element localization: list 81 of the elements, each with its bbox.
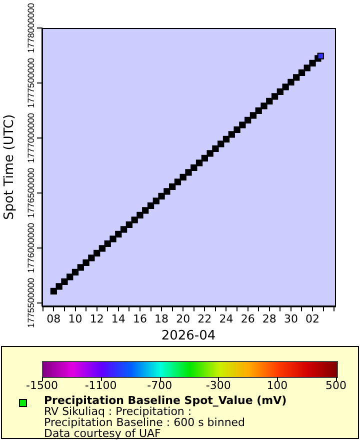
point — [110, 236, 116, 242]
point — [206, 150, 214, 157]
point — [255, 107, 262, 114]
point — [234, 126, 240, 134]
point — [120, 226, 128, 233]
point — [126, 221, 133, 228]
point — [142, 207, 149, 214]
color-bar-label: 500 — [324, 379, 348, 392]
y-axis-title: Spot Time (UTC) — [2, 114, 18, 220]
point — [147, 202, 154, 210]
x-tick-label: 28 — [262, 312, 276, 326]
x-axis-title: 2026-04 — [161, 328, 216, 344]
point — [222, 136, 230, 143]
point — [309, 60, 316, 67]
x-tick-label: 12 — [90, 312, 104, 326]
point — [136, 212, 144, 219]
point — [239, 122, 246, 128]
x-tick-label: 08 — [46, 312, 61, 326]
point — [244, 116, 252, 124]
y-tick-label: 1775500000 — [26, 278, 36, 328]
text: Precipitation Baseline : 600 s binned — [44, 416, 246, 429]
point — [152, 198, 160, 204]
x-tick-label: 26 — [240, 312, 255, 326]
x-tick-label: 02 — [306, 312, 320, 326]
point — [201, 154, 208, 162]
point — [98, 245, 106, 252]
color-bar-label: -1500 — [25, 379, 59, 392]
point — [104, 240, 111, 248]
point — [250, 112, 257, 119]
point — [185, 169, 192, 176]
color-bar-label: -700 — [146, 379, 174, 392]
point — [298, 69, 306, 76]
x-tick-label: 16 — [132, 312, 147, 326]
point — [218, 140, 224, 148]
point — [164, 188, 170, 195]
color-bar-label: -1100 — [84, 379, 118, 392]
point — [260, 102, 268, 110]
x-tick-label: 30 — [284, 312, 298, 326]
point — [174, 178, 182, 186]
point — [276, 88, 284, 96]
color-bar-title: Precipitation Baseline Spot_Value (mV) — [44, 394, 287, 407]
point — [190, 164, 198, 172]
point — [180, 174, 186, 181]
y-tick-label: 1777500000 — [26, 58, 36, 108]
point — [293, 74, 300, 81]
point — [304, 64, 310, 72]
point — [50, 288, 58, 295]
point — [212, 145, 219, 152]
point — [115, 230, 122, 238]
point — [271, 93, 278, 100]
point — [158, 192, 165, 200]
x-tick-label: 14 — [111, 312, 126, 326]
x-tick-label: 24 — [219, 312, 234, 326]
text: Data courtesy of UAF — [44, 427, 162, 440]
point — [88, 254, 95, 262]
point — [66, 274, 74, 280]
x-tick-label: 10 — [68, 312, 82, 326]
y-tick-label: 1776500000 — [26, 168, 36, 218]
point — [93, 250, 100, 257]
point — [131, 216, 138, 224]
x-tick-label: 22 — [198, 312, 212, 326]
point — [168, 183, 176, 190]
point — [72, 268, 79, 276]
point — [56, 283, 62, 290]
x-tick-label: 20 — [176, 312, 190, 326]
point — [61, 278, 68, 286]
y-tick-label: 1776000000 — [26, 222, 36, 273]
y-tick-label: 1777000000 — [26, 112, 36, 163]
point — [317, 52, 324, 60]
point — [266, 98, 273, 105]
point — [228, 131, 235, 138]
color-bar-label: 100 — [266, 379, 289, 392]
point — [77, 264, 84, 271]
x-tick-label: 18 — [154, 312, 169, 326]
color-bar-label: -300 — [204, 379, 232, 392]
point — [82, 259, 90, 266]
point — [196, 160, 203, 166]
point — [288, 78, 294, 86]
point — [282, 84, 289, 90]
y-tick-label: 1778000000 — [26, 2, 36, 54]
text: RV Sikuliaq : Precipitation : — [44, 405, 192, 418]
